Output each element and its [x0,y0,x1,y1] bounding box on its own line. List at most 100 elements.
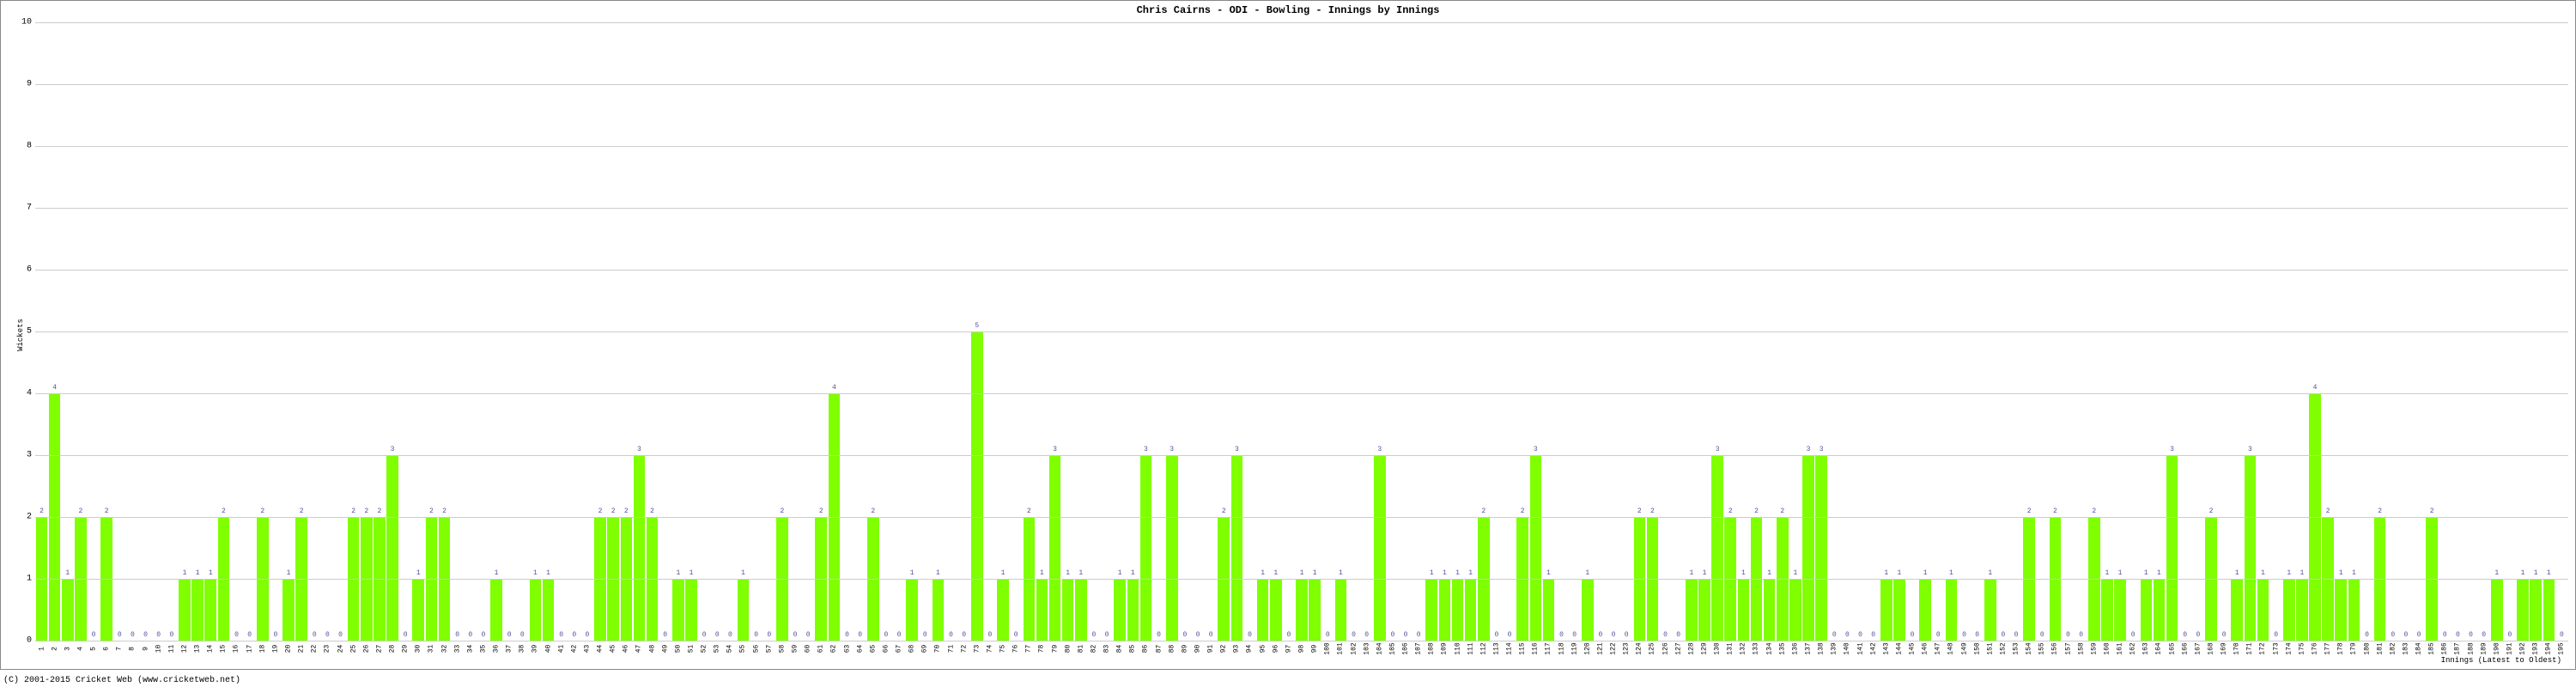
x-tick-label: 24 [337,645,344,654]
x-tick-label: 32 [440,645,448,654]
bar-value-label: 1 [1988,569,1992,577]
bar-value-label: 0 [663,631,667,639]
bar [2245,455,2257,641]
x-tick-label: 162 [2129,642,2137,654]
bar-value-label: 2 [2092,508,2096,515]
bar-value-label: 0 [1572,631,1577,639]
gridline [35,208,2568,209]
x-tick-label: 164 [2155,642,2163,654]
bar [386,455,398,641]
x-tick-label: 69 [921,645,929,654]
bar-value-label: 1 [1949,569,1953,577]
bar-value-label: 0 [2222,631,2227,639]
x-tick-label: 73 [973,645,981,654]
bar-value-label: 0 [2196,631,2200,639]
bar [490,579,502,641]
x-tick-label: 95 [1259,645,1267,654]
bar-value-label: 0 [1352,631,1356,639]
x-tick-label: 178 [2337,642,2345,654]
x-tick-label: 11 [167,645,175,654]
y-tick-label: 5 [18,327,32,337]
bar-value-label: 0 [923,631,927,639]
bar-value-label: 0 [2002,631,2006,639]
bar-value-label: 0 [1911,631,1915,639]
bar-value-label: 0 [754,631,758,639]
x-tick-label: 107 [1415,642,1423,654]
bar-value-label: 2 [377,508,381,515]
x-tick-label: 106 [1402,642,1410,654]
bar [1127,579,1139,641]
x-tick-label: 138 [1818,642,1826,654]
x-tick-label: 96 [1272,645,1279,654]
bar-value-label: 0 [1559,631,1564,639]
bar-value-label: 0 [949,631,953,639]
x-tick-label: 189 [2480,642,2488,654]
x-tick-label: 141 [1856,642,1864,654]
x-tick-label: 35 [479,645,487,654]
x-tick-label: 155 [2038,642,2046,654]
bar-value-label: 0 [1196,631,1200,639]
bar-value-label: 0 [156,631,161,639]
bar-value-label: 1 [65,569,70,577]
x-tick-label: 66 [882,645,890,654]
bar [1036,579,1048,641]
bar-value-label: 0 [2469,631,2473,639]
x-tick-label: 194 [2545,642,2553,654]
bar-value-label: 1 [1897,569,1901,577]
x-tick-label: 90 [1194,645,1201,654]
bar [2114,579,2126,641]
bar-value-label: 0 [2014,631,2019,639]
bar [634,455,646,641]
bar-value-label: 2 [2053,508,2057,515]
y-tick-label: 4 [18,389,32,398]
x-tick-label: 142 [1869,642,1877,654]
bar-value-label: 0 [1326,631,1330,639]
x-tick-label: 161 [2117,642,2124,654]
bar-value-label: 0 [1599,631,1603,639]
bar [2530,579,2542,641]
x-tick-label: 5 [90,647,98,651]
bar-value-label: 0 [1014,631,1018,639]
x-tick-label: 59 [792,645,799,654]
x-tick-label: 16 [233,645,240,654]
x-tick-label: 140 [1844,642,1851,654]
y-tick-label: 10 [18,18,32,27]
x-tick-label: 109 [1441,642,1449,654]
bar-value-label: 1 [1455,569,1460,577]
bar-value-label: 0 [1105,631,1109,639]
gridline [35,84,2568,85]
x-tick-label: 33 [453,645,461,654]
x-tick-label: 146 [1922,642,1929,654]
bar-value-label: 0 [559,631,563,639]
bar-value-label: 1 [2300,569,2304,577]
bar-value-label: 0 [1625,631,1629,639]
bar-value-label: 0 [1209,631,1213,639]
bar-value-label: 0 [1182,631,1187,639]
x-tick-label: 31 [428,645,435,654]
x-tick-label: 177 [2324,642,2332,654]
x-tick-label: 139 [1831,642,1838,654]
bar [2166,455,2178,641]
bar-value-label: 2 [429,508,434,515]
bar-value-label: 0 [1404,631,1408,639]
bar-value-label: 1 [1300,569,1304,577]
x-tick-label: 26 [362,645,370,654]
x-tick-label: 171 [2246,642,2254,654]
bar [2101,579,2113,641]
bar-value-label: 0 [1845,631,1850,639]
gridline [35,270,2568,271]
bar-value-label: 0 [962,631,966,639]
bar-value-label: 0 [793,631,798,639]
bar-value-label: 4 [832,384,836,392]
bar-value-label: 1 [416,569,421,577]
x-tick-label: 87 [1155,645,1163,654]
bar-value-label: 0 [1417,631,1421,639]
bar-value-label: 0 [1248,631,1252,639]
gridline [35,517,2568,518]
bar-value-label: 2 [819,508,823,515]
x-tick-label: 193 [2532,642,2540,654]
bar-value-label: 2 [222,508,226,515]
bar-value-label: 0 [858,631,862,639]
bar-value-label: 3 [2248,446,2252,453]
bar-value-label: 1 [1078,569,1083,577]
